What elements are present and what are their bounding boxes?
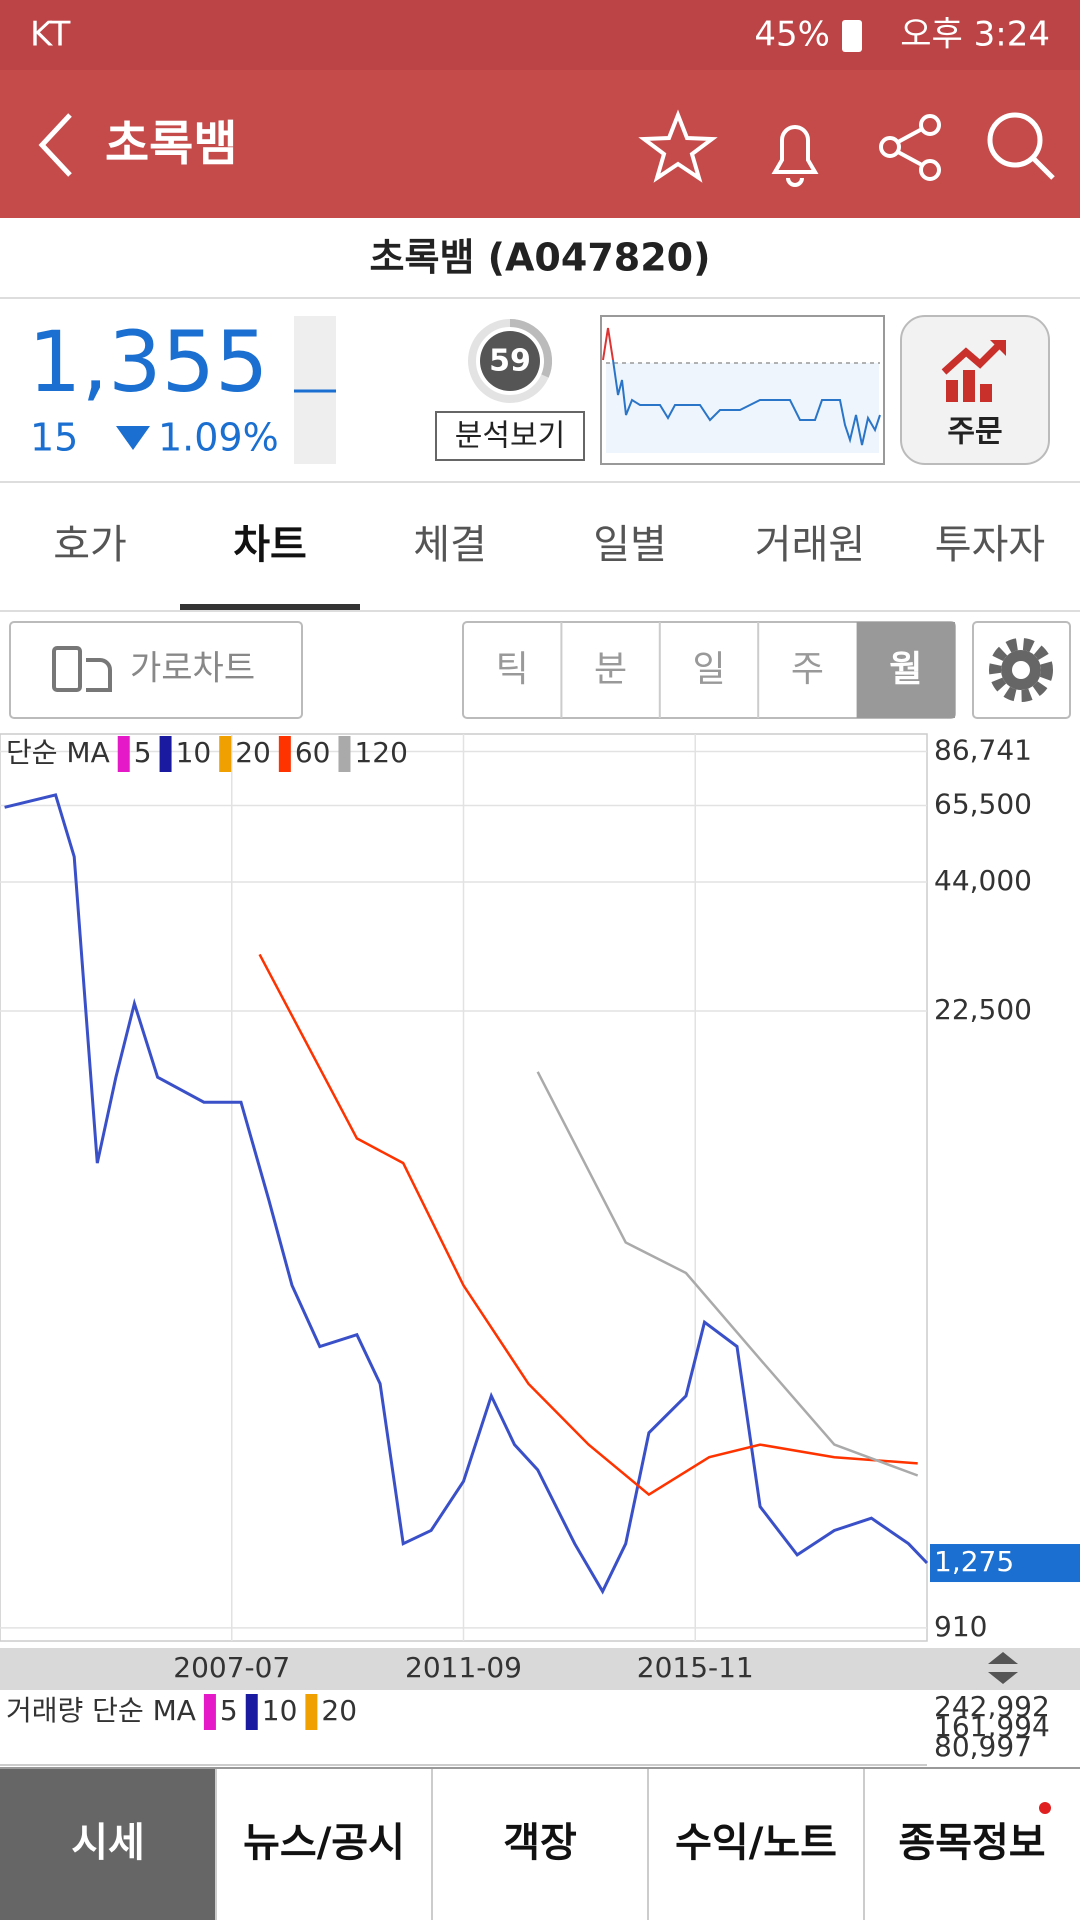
- volume-tick-label: 80,997: [934, 1730, 1032, 1763]
- legend-swatch: [219, 736, 232, 772]
- x-tick-label: 2007-07: [173, 1651, 290, 1684]
- sparkline: [612, 359, 881, 446]
- price-chart: 86,741 65,500 44,000 22,500 910 1,275 단순 MA 5 10…: [0, 733, 1080, 1643]
- nav-item[interactable]: 종목정보: [898, 1820, 1045, 1866]
- y-tick-label: 86,741: [934, 733, 1032, 766]
- y-tick-label: 22,500: [934, 993, 1032, 1026]
- score-arc: [509, 318, 553, 378]
- legend-label: 5: [220, 1694, 238, 1727]
- price-change: 15: [30, 416, 78, 460]
- legend-label: 60: [295, 736, 331, 769]
- tab[interactable]: 투자자: [935, 522, 1045, 568]
- current-price-label: 1,275: [934, 1545, 1014, 1578]
- tab[interactable]: 체결: [413, 522, 487, 568]
- legend-swatch: [203, 1694, 216, 1730]
- down-arrow: [116, 426, 150, 450]
- volume-tick-label: 161,994: [934, 1710, 1050, 1743]
- tab[interactable]: 일별: [593, 522, 667, 568]
- legend-swatch: [338, 736, 351, 772]
- clock: 오후 3:24: [900, 15, 1050, 55]
- tab[interactable]: 거래원: [755, 522, 865, 568]
- nav-selected: [0, 1769, 216, 1920]
- nav-item[interactable]: 수익/노트: [675, 1820, 837, 1866]
- analysis-button-label: 분석보기: [455, 419, 565, 454]
- period-option[interactable]: 틱: [496, 649, 529, 690]
- price-line: [4, 793, 929, 1595]
- back-button[interactable]: [38, 113, 72, 177]
- new-badge: [1039, 1802, 1051, 1814]
- y-tick-label: 65,500: [934, 788, 1032, 821]
- legend-label: 10: [262, 1694, 298, 1727]
- rotate-icon: [52, 646, 112, 692]
- x-tick-label: 2011-09: [405, 1651, 522, 1684]
- legend-title: 단순 MA: [6, 736, 110, 769]
- x-tick-label: 2015-11: [637, 1651, 754, 1684]
- tab-indicator: [180, 604, 360, 610]
- tab[interactable]: 차트: [233, 522, 307, 568]
- legend-swatch: [159, 736, 172, 772]
- period-option[interactable]: 일: [692, 649, 725, 690]
- share-icon[interactable]: [879, 114, 941, 181]
- legend-label: 10: [176, 736, 212, 769]
- tab-bar: 호가 차트 체결 일별 거래원 투자자: [53, 522, 1045, 568]
- battery-icon: [842, 20, 862, 52]
- order-button-label: 주문: [947, 415, 1002, 450]
- order-icon: [941, 340, 1006, 402]
- legend-swatch: [305, 1694, 318, 1730]
- resize-handle[interactable]: [988, 1652, 1018, 1684]
- favorite-icon[interactable]: [638, 109, 718, 183]
- nav-item[interactable]: 뉴스/공시: [243, 1820, 405, 1866]
- x-axis: 2007-07 2011-09 2015-11: [173, 1651, 754, 1684]
- period-option[interactable]: 분: [594, 649, 627, 690]
- legend-label: 5: [134, 736, 152, 769]
- settings-icon: [989, 638, 1053, 702]
- carrier: KT: [30, 15, 71, 55]
- alarm-icon[interactable]: [771, 125, 819, 187]
- landscape-button[interactable]: [9, 621, 303, 719]
- period-option[interactable]: 주: [791, 649, 824, 690]
- bottom-nav-items: 시세 뉴스/공시 객장 수익/노트 종목정보: [0, 1769, 1046, 1920]
- legend-swatch: [245, 1694, 258, 1730]
- nav-item[interactable]: 객장: [503, 1820, 577, 1866]
- status-bar: [0, 0, 1080, 70]
- legend-label: 120: [354, 736, 407, 769]
- battery: 45%: [754, 15, 830, 55]
- legend-swatch: [117, 736, 130, 772]
- score: 59: [489, 344, 531, 379]
- search-icon[interactable]: [987, 112, 1055, 180]
- current-price: 1,355: [28, 313, 268, 411]
- y-tick-label: 44,000: [934, 864, 1032, 897]
- period-selected: [856, 622, 955, 718]
- legend-label: 20: [321, 1694, 357, 1727]
- period-option[interactable]: 월: [889, 649, 922, 690]
- y-tick-label: 910: [934, 1610, 987, 1643]
- legend-swatch: [278, 736, 291, 772]
- nav-item[interactable]: 시세: [71, 1820, 145, 1866]
- legend-label: 20: [235, 736, 271, 769]
- stock-name: 초록뱀 (A047820): [370, 236, 711, 280]
- price-line: [536, 1071, 919, 1477]
- volume-tick-label: 242,992: [934, 1690, 1050, 1723]
- tab[interactable]: 호가: [53, 522, 127, 568]
- legend-title: 거래량 단순 MA: [6, 1694, 196, 1727]
- current-price-marker: [930, 1544, 1080, 1583]
- price-line: [258, 953, 918, 1497]
- header-title: 초록뱀: [105, 116, 237, 172]
- analysis-button[interactable]: [435, 411, 585, 461]
- x-axis-strip: [0, 1648, 1080, 1690]
- landscape-button-label: 가로차트: [130, 649, 255, 689]
- score-badge: [480, 331, 540, 391]
- change-percent: 1.09%: [158, 416, 279, 460]
- sparkline-up: [602, 327, 614, 361]
